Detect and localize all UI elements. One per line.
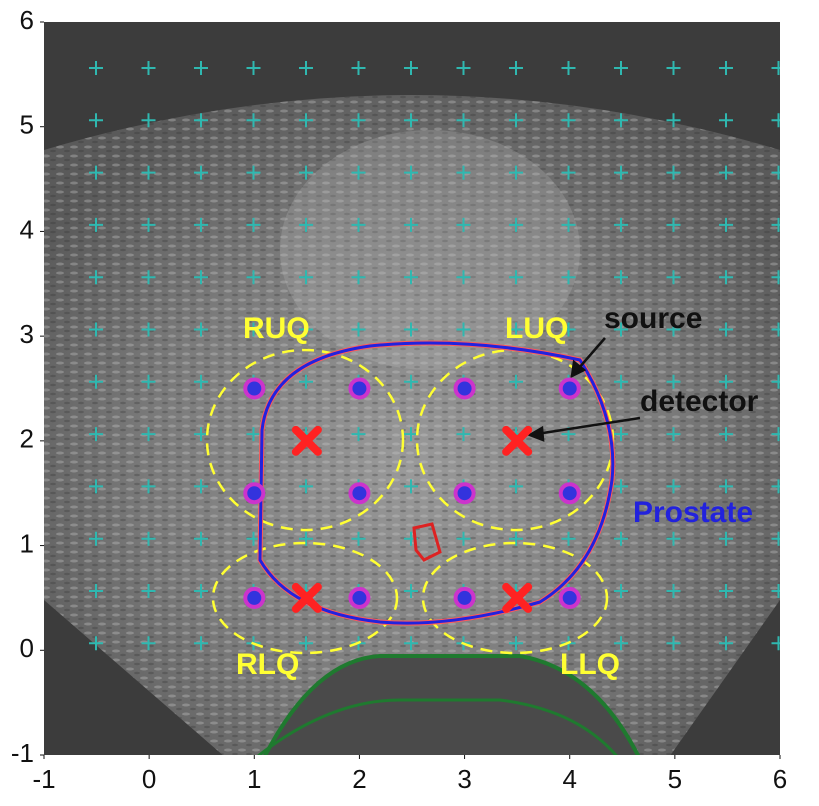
chart: RUQ LUQ RLQ LLQ Prostate source detector… [0, 0, 819, 806]
source-marker [456, 484, 474, 502]
quadrant-label: LUQ [505, 312, 568, 345]
source-marker [245, 484, 263, 502]
y-tick-label: 1 [20, 528, 34, 558]
quadrant-label: LLQ [560, 648, 620, 681]
source-marker [350, 484, 368, 502]
detector-label: detector [640, 385, 759, 418]
y-tick-label: 4 [20, 214, 34, 244]
source-marker [245, 380, 263, 398]
y-tick-label: 3 [20, 319, 34, 349]
source-marker [456, 380, 474, 398]
source-ring [561, 484, 579, 502]
x-tick-label: 5 [668, 764, 682, 794]
x-tick-label: 4 [562, 764, 576, 794]
source-marker [561, 589, 579, 607]
source-ring [245, 589, 263, 607]
prostate-label: Prostate [633, 496, 753, 529]
source-label: source [604, 302, 702, 335]
quadrant-label: RLQ [236, 648, 299, 681]
y-tick-label: -1 [11, 738, 34, 768]
source-marker [561, 484, 579, 502]
x-tick-label: 0 [142, 764, 156, 794]
y-tick-label: 2 [20, 424, 34, 454]
source-ring [456, 589, 474, 607]
source-ring [245, 484, 263, 502]
source-marker [561, 380, 579, 398]
source-ring [350, 380, 368, 398]
y-tick-label: 6 [20, 5, 34, 35]
source-marker [456, 589, 474, 607]
y-tick-label: 0 [20, 633, 34, 663]
x-tick-label: 1 [247, 764, 261, 794]
source-ring [350, 589, 368, 607]
x-tick-label: 2 [352, 764, 366, 794]
source-marker [245, 589, 263, 607]
source-ring [456, 380, 474, 398]
y-tick-label: 5 [20, 110, 34, 140]
source-ring [561, 380, 579, 398]
x-tick-label: -1 [32, 764, 55, 794]
x-tick-label: 6 [773, 764, 787, 794]
x-tick-label: 3 [457, 764, 471, 794]
quadrant-label: RUQ [243, 312, 310, 345]
source-ring [456, 484, 474, 502]
source-ring [350, 484, 368, 502]
source-ring [245, 380, 263, 398]
source-ring [561, 589, 579, 607]
source-marker [350, 589, 368, 607]
source-marker [350, 380, 368, 398]
